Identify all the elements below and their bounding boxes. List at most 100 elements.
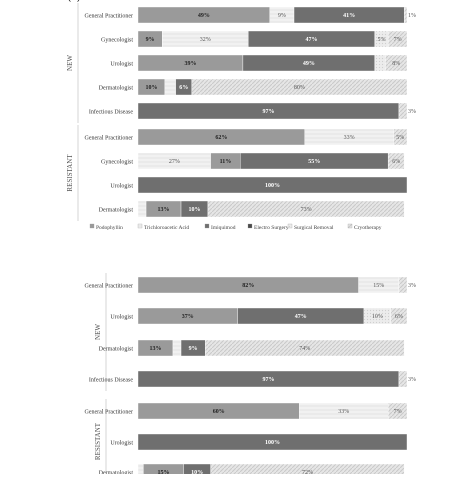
data-label: 97% [262,377,274,383]
data-label: 33% [344,135,355,141]
panel-title: (B) MALE PATIENTS [68,0,155,2]
data-label: 3% [408,283,416,289]
group-label: NEW [94,324,102,340]
data-label: 100% [265,183,280,189]
row-label: Urologist [110,62,133,68]
data-label: 97% [262,109,274,115]
legend-label: Electro Surgery [254,225,289,231]
data-label: 10% [191,470,203,474]
row-label: General Practitioner [85,284,133,290]
data-label: 15% [158,470,170,474]
bar-segment-cryotherapy [393,128,408,146]
data-label: 72% [302,470,313,474]
data-label: 55% [308,159,320,165]
legend-swatch-surgical-removal [287,223,293,229]
data-label: 47% [306,37,318,43]
data-label: 6% [392,159,400,165]
row-label: Infectious Disease [89,109,133,116]
data-label: 74% [299,346,310,352]
bar-segment-cryotherapy [398,102,408,120]
data-label: 37% [182,314,194,320]
data-label: 27% [169,159,180,165]
bar-segment-trichloroacetic-acid [164,78,176,96]
data-label: 41% [343,13,355,19]
data-label: 47% [295,314,307,320]
data-label: 10% [145,85,157,91]
data-label: 9% [189,346,198,352]
data-label: 73% [301,207,312,213]
legend-label: Imiquimod [211,225,236,231]
data-label: 13% [158,207,170,213]
bar-segment-imiquimod [137,176,408,194]
legend-swatch-trichloroacetic-acid [137,223,143,229]
bar-segment-cryotherapy [390,307,408,325]
bar-segment-cryotherapy [385,54,408,72]
data-label: 6% [395,314,403,320]
data-label: 13% [149,346,161,352]
bar-segment-trichloroacetic-acid [137,463,144,479]
data-label: 1% [408,13,416,19]
legend-label: Podophyllin [96,225,123,231]
row-label: Gynecologist [101,38,133,44]
data-label: 39% [184,61,196,67]
data-label: 3% [408,377,416,383]
row-label: Urologist [110,315,133,321]
row-label: Urologist [110,441,133,447]
group-label: RESISTANT [66,154,74,192]
data-label: 33% [338,409,349,415]
data-label: 11% [220,159,232,165]
legend-label: Trichloroacetic Acid [144,225,189,231]
row-label: General Practitioner [85,410,133,416]
row-label: Urologist [110,184,133,190]
legend-swatch-imiquimod [204,223,210,229]
data-label: 7% [394,37,402,43]
data-label: 9% [146,37,155,43]
data-label: 15% [373,283,384,289]
bar-segment-cryotherapy [404,6,408,24]
data-label: 32% [200,37,211,43]
group-label: NEW [66,55,74,71]
data-label: 6% [179,85,188,91]
bar-segment-cryotherapy [387,30,408,48]
data-label: 49% [303,61,315,67]
bar-segment-imiquimod [137,433,408,451]
legend-swatch-cryotherapy [347,223,353,229]
data-label: 9% [278,13,286,19]
data-label: 80% [294,85,305,91]
bar-segment-cryotherapy [387,152,405,170]
data-label: 60% [213,409,225,415]
row-label: Dermatologist [99,347,134,353]
bar-segment-cryotherapy [191,78,408,96]
row-label: Dermatologist [99,86,134,92]
bar-segment-trichloroacetic-acid [137,200,147,218]
bar-segment-cryotherapy [387,402,408,420]
bar-segment-cryotherapy [205,339,405,357]
data-label: 62% [215,135,227,141]
bar-segment-cryotherapy [398,370,408,388]
row-label: Infectious Disease [89,377,133,384]
row-label: Dermatologist [99,208,134,214]
group-label: RESISTANT [94,422,102,460]
data-label: 8% [392,61,400,67]
row-label: Dermatologist [99,471,134,475]
bar-segment-trichloroacetic-acid [172,339,182,357]
legend-label: Cryotherapy [354,225,382,231]
data-label: 10% [372,314,383,320]
data-label: 3% [408,109,416,115]
bar-segment-cryotherapy [398,276,408,294]
row-label: General Practitioner [85,14,133,20]
bar-segment-surgical-removal [374,54,386,72]
data-label: 100% [265,440,280,446]
legend-swatch-electro-surgery [247,223,253,229]
row-label: General Practitioner [85,136,133,142]
row-label: Gynecologist [101,160,133,166]
data-label: 5% [396,135,404,141]
data-label: 49% [198,13,210,19]
legend-label: Surgical Removal [294,225,334,231]
bar-segment-cryotherapy [207,200,405,218]
data-label: 82% [242,283,254,289]
data-label: 5% [377,37,385,43]
data-label: 10% [188,207,200,213]
data-label: 7% [394,409,402,415]
